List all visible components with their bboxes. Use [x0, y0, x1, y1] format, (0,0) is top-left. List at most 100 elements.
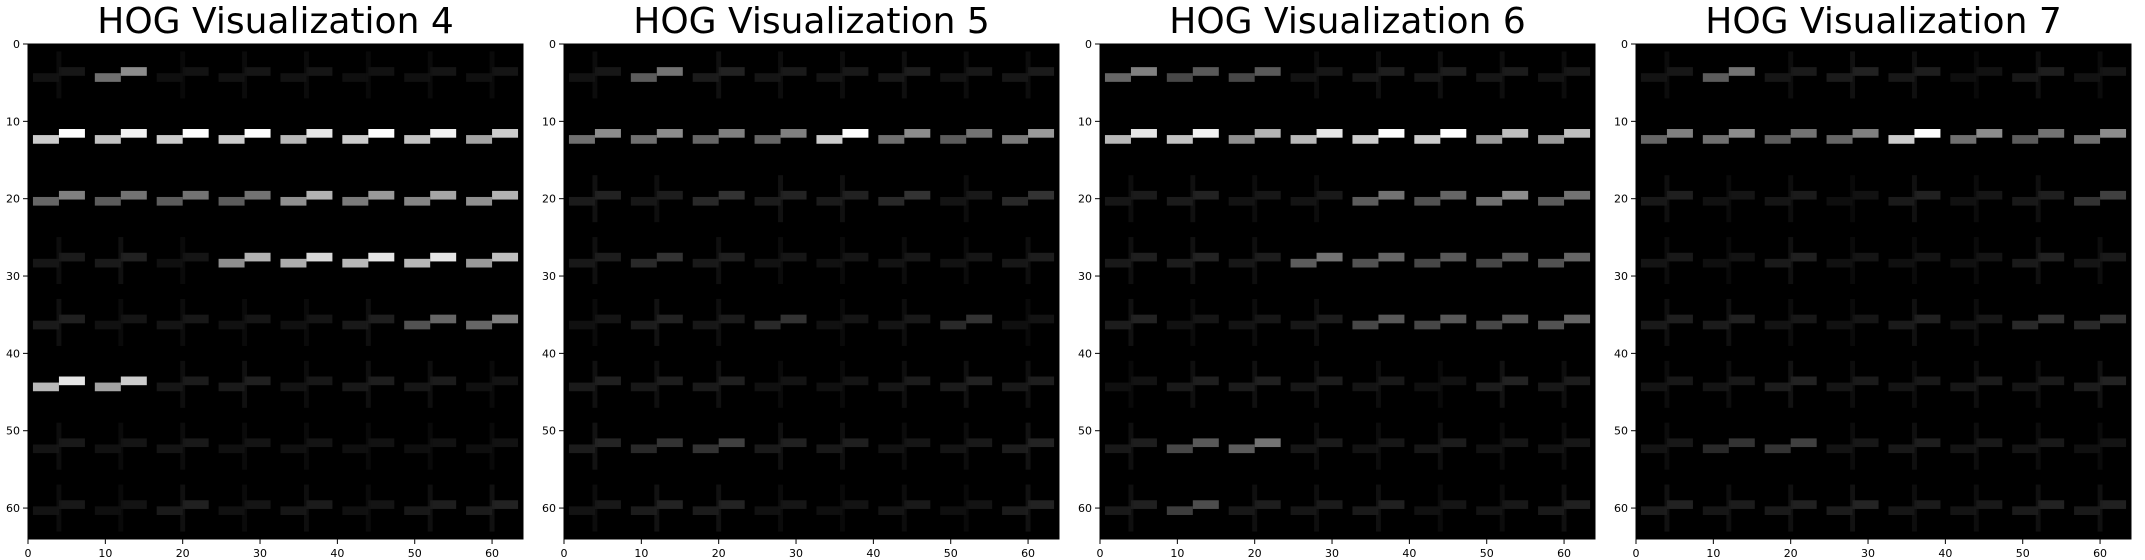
- x-tick-label: 20: [712, 547, 726, 560]
- hog-cell-stroke: [904, 129, 931, 138]
- hog-cell-stroke: [466, 506, 493, 515]
- hog-cell-stroke: [182, 129, 209, 138]
- hog-cell-stroke: [306, 252, 333, 262]
- hog-cell-stroke: [630, 506, 657, 515]
- hog-cell-stroke: [1128, 298, 1134, 346]
- hog-cell-stroke: [842, 438, 869, 448]
- hog-cell-stroke: [365, 298, 371, 346]
- hog-cell-stroke: [2074, 444, 2101, 454]
- hog-cell-stroke: [218, 320, 245, 330]
- hog-cell-stroke: [404, 444, 431, 454]
- hog-cell-stroke: [342, 382, 369, 392]
- hog-cell-stroke: [489, 422, 495, 470]
- hog-cell-stroke: [816, 382, 843, 392]
- y-tick-label: 50: [1614, 425, 1628, 438]
- hog-cell-stroke: [1375, 484, 1381, 532]
- hog-cell-stroke: [1702, 320, 1729, 330]
- hog-cell-stroke: [904, 314, 931, 324]
- hog-cell-stroke: [842, 190, 869, 200]
- hog-cell-stroke: [1911, 422, 1917, 470]
- axes-frame: [563, 43, 1060, 540]
- hog-cell-stroke: [1826, 444, 1853, 454]
- hog-cell-stroke: [2074, 258, 2101, 268]
- hog-cell-stroke: [1414, 320, 1441, 330]
- hog-cell-stroke: [1790, 500, 1817, 509]
- hog-cell-stroke: [1499, 422, 1505, 470]
- hog-cell-stroke: [342, 444, 369, 454]
- hog-cell-stroke: [404, 382, 431, 392]
- hog-cell-stroke: [1728, 438, 1755, 448]
- hog-cell-stroke: [1002, 258, 1029, 268]
- hog-cell-stroke: [754, 258, 781, 268]
- x-tick-label: 10: [634, 547, 648, 560]
- hog-cell-stroke: [156, 506, 183, 515]
- y-tick-label: 50: [1078, 425, 1092, 438]
- hog-cell-stroke: [1564, 500, 1591, 509]
- hog-cell-stroke: [904, 67, 931, 76]
- hog-cell-stroke: [430, 190, 457, 200]
- hog-cell-stroke: [1538, 320, 1565, 330]
- hog-cell-stroke: [1254, 314, 1281, 324]
- hog-cell-stroke: [368, 129, 395, 138]
- hog-cell-stroke: [592, 51, 598, 99]
- hog-cell-stroke: [2038, 252, 2065, 262]
- hog-cell-stroke: [1976, 500, 2003, 509]
- hog-cell-stroke: [1976, 438, 2003, 448]
- hog-cell-stroke: [1314, 175, 1320, 223]
- hog-cell-stroke: [1254, 252, 1281, 262]
- hog-cell-stroke: [1440, 314, 1467, 324]
- hog-cell-stroke: [754, 382, 781, 392]
- hog-cell-stroke: [842, 67, 869, 76]
- hog-cell-stroke: [244, 314, 271, 324]
- hog-cell-stroke: [654, 175, 660, 223]
- hog-cell-stroke: [180, 298, 186, 346]
- hog-cell-stroke: [58, 129, 85, 138]
- hog-cell-stroke: [1726, 175, 1732, 223]
- hog-cell-stroke: [630, 258, 657, 268]
- hog-cell-stroke: [1826, 320, 1853, 330]
- hog-cell-stroke: [1640, 135, 1667, 144]
- x-tick-label: 50: [2016, 547, 2030, 560]
- hog-cell-stroke: [180, 360, 186, 408]
- hog-cell-stroke: [303, 484, 309, 532]
- x-tick-label: 0: [1097, 547, 1104, 560]
- hog-cell-stroke: [94, 73, 121, 82]
- hog-cell-stroke: [182, 252, 209, 262]
- hog-cell-stroke: [1414, 196, 1441, 206]
- hog-cell-stroke: [592, 484, 598, 532]
- hog-cell-stroke: [306, 438, 333, 448]
- hog-cell-stroke: [2035, 51, 2041, 99]
- hog-cell-stroke: [182, 376, 209, 386]
- hog-cell-stroke: [342, 320, 369, 330]
- hog-cell-stroke: [1499, 484, 1505, 532]
- hog-cell-stroke: [2038, 314, 2065, 324]
- hog-cell-stroke: [568, 506, 595, 515]
- hog-cell-stroke: [492, 190, 519, 200]
- hog-cell-stroke: [404, 258, 431, 268]
- hog-cell-stroke: [1790, 438, 1817, 448]
- x-tick-label: 40: [866, 547, 880, 560]
- hog-cell-stroke: [1166, 258, 1193, 268]
- hog-cell-stroke: [901, 360, 907, 408]
- hog-cell-stroke: [568, 444, 595, 454]
- hog-cell-stroke: [1440, 190, 1467, 200]
- hog-cell-stroke: [1414, 444, 1441, 454]
- hog-cell-stroke: [1888, 506, 1915, 515]
- hog-cell-stroke: [1914, 376, 1941, 386]
- hog-cell-stroke: [1790, 376, 1817, 386]
- hog-cell-stroke: [878, 444, 905, 454]
- hog-cell-stroke: [1764, 196, 1791, 206]
- hog-cell-stroke: [365, 484, 371, 532]
- hog-cell-stroke: [1028, 376, 1055, 386]
- hog-cell-stroke: [780, 500, 807, 509]
- hog-cell-stroke: [489, 360, 495, 408]
- hog-cell-stroke: [1850, 237, 1856, 285]
- hog-cell-stroke: [365, 360, 371, 408]
- x-tick-label: 20: [1784, 547, 1798, 560]
- hog-cell-stroke: [244, 500, 271, 509]
- hog-cell-stroke: [966, 67, 993, 76]
- y-tick-label: 30: [1614, 270, 1628, 283]
- hog-cell-stroke: [1852, 314, 1879, 324]
- hog-cell-stroke: [1764, 382, 1791, 392]
- hog-cell-stroke: [2100, 438, 2127, 448]
